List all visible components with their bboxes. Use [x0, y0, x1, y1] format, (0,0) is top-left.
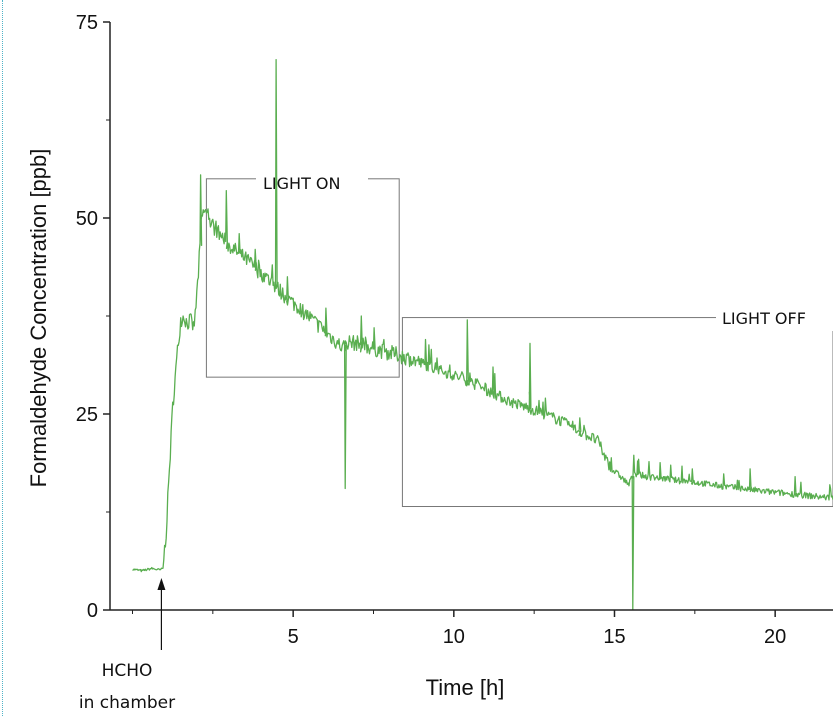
x-tick-label: 15 — [603, 626, 625, 648]
x-tick-label: 10 — [443, 626, 465, 648]
light-off-label: LIGHT OFF — [722, 309, 806, 328]
x-axis-title: Time [h] — [426, 675, 505, 700]
hcho-sublabel: in chamber — [79, 693, 175, 713]
frame-border — [2, 0, 3, 716]
hcho-arrow-head — [157, 578, 166, 590]
y-tick-label: 75 — [76, 12, 98, 34]
light-on-label: LIGHT ON — [263, 174, 340, 193]
light-off-box — [401, 317, 833, 508]
light-on-box — [205, 178, 400, 378]
y-axis-title: Formaldehyde Concentration [ppb] — [26, 149, 51, 488]
y-tick-label: 25 — [76, 404, 98, 426]
x-tick-label: 20 — [764, 626, 786, 648]
formaldehyde-series-line — [132, 58, 833, 610]
hcho-label: HCHO — [102, 661, 153, 681]
y-tick-label: 0 — [87, 600, 98, 622]
light-on-label-bg — [256, 174, 368, 196]
x-tick-label: 5 — [288, 626, 299, 648]
y-tick-label: 50 — [76, 208, 98, 230]
light-off-label-bg — [716, 309, 833, 331]
